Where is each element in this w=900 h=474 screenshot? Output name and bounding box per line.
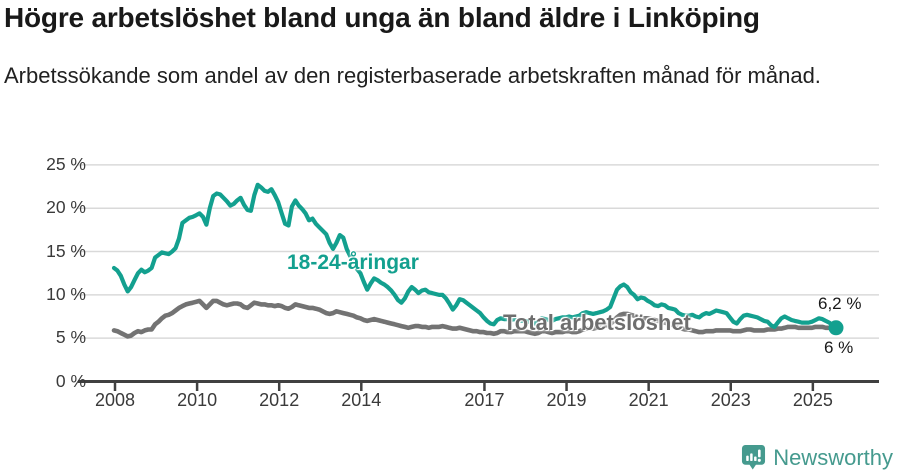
series-label-youth: 18-24-åringar [287, 251, 419, 274]
newsworthy-logo[interactable]: Newsworthy [741, 444, 893, 471]
end-value-label-total: 6 % [824, 338, 854, 357]
y-tick-label: 5 % [55, 327, 86, 348]
x-tick-label: 2021 [628, 390, 669, 410]
series-line-youth [111, 182, 839, 330]
series-label-total: Total arbetslöshet [503, 310, 691, 335]
page-title: Högre arbetslöshet bland unga än bland ä… [4, 2, 760, 33]
x-tick-label: 2008 [94, 390, 136, 410]
x-tick-label: 2010 [177, 390, 218, 410]
y-tick-label: 25 % [46, 153, 86, 174]
newsworthy-logo-icon [742, 445, 766, 470]
end-point-marker [828, 320, 844, 336]
x-tick-label: 2014 [341, 390, 382, 410]
x-tick-label: 2019 [546, 390, 587, 410]
y-tick-label: 10 % [46, 283, 86, 304]
x-tick-label: 2025 [792, 390, 833, 410]
end-value-label-youth: 6,2 % [818, 294, 862, 313]
y-tick-label: 20 % [46, 197, 86, 218]
series-line-total [111, 298, 839, 339]
x-tick-label: 2017 [464, 390, 505, 410]
newsworthy-logo-text: Newsworthy [773, 444, 893, 470]
y-tick-label: 0 % [55, 370, 86, 391]
y-tick-label: 15 % [46, 240, 86, 261]
x-tick-label: 2012 [259, 390, 300, 410]
x-tick-label: 2023 [710, 390, 751, 410]
chart-subtitle: Arbetssökande som andel av den registerb… [4, 63, 821, 88]
